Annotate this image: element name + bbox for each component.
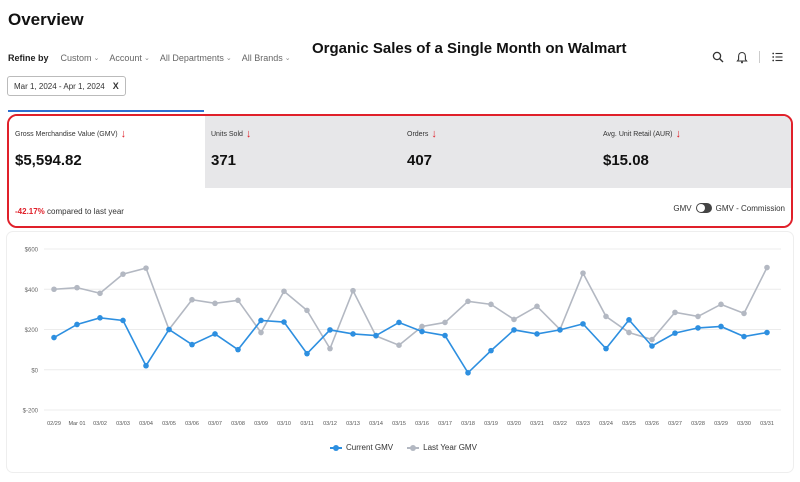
comparison-pct: -42.17% (15, 207, 45, 216)
filter-departments-label: All Departments (159, 53, 224, 63)
filter-bar: Refine by Custom ⌄ Account ⌄ All Departmen… (8, 53, 301, 63)
filter-brands-label: All Brands (241, 53, 283, 63)
arrow-down-icon: ↓ (675, 128, 682, 140)
chart-legend: Current GMV Last Year GMV (330, 443, 477, 452)
chevron-down-icon: ⌄ (284, 55, 291, 62)
filter-brands-dropdown[interactable]: All Brands ⌄ (242, 53, 291, 63)
kpi-label: Gross Merchandise Value (GMV) (15, 130, 118, 138)
arrow-down-icon: ↓ (431, 128, 437, 140)
kpi-value: 407 (407, 152, 433, 169)
filter-custom-dropdown[interactable]: Custom ⌄ (61, 53, 100, 63)
legend-item-last-year[interactable]: Last Year GMV (407, 443, 477, 452)
page-title: Overview (8, 10, 84, 29)
comparison-label: compared to last year (47, 207, 124, 216)
toggle-knob (696, 204, 705, 212)
date-range-chip[interactable]: Mar 1, 2024 - Apr 1, 2024 X (7, 76, 126, 96)
chart-panel (7, 232, 793, 472)
date-range-text: Mar 1, 2024 - Apr 1, 2024 (14, 81, 105, 91)
legend-item-current[interactable]: Current GMV (330, 443, 393, 452)
bell-icon[interactable] (735, 50, 749, 64)
kpi-value: 371 (211, 152, 237, 169)
kpi-panel: Gross Merchandise Value (GMV) ↓ $5,594.82… (7, 114, 793, 228)
chevron-down-icon: ⌄ (225, 55, 232, 62)
kpi-card-units-sold[interactable]: Units Sold ↓ 371 (205, 116, 401, 188)
filter-account-label: Account (109, 53, 142, 63)
close-icon[interactable]: X (112, 81, 119, 91)
filter-custom-label: Custom (60, 53, 92, 63)
gmv-toggle[interactable]: GMV GMV - Commission (673, 203, 785, 213)
legend-label: Last Year GMV (423, 443, 477, 452)
menu-icon[interactable] (770, 50, 784, 64)
kpi-label-row: Orders ↓ (407, 128, 591, 140)
toggle-switch[interactable] (695, 203, 712, 213)
refine-by-label: Refine by (8, 53, 49, 63)
chevron-down-icon: ⌄ (93, 55, 100, 62)
kpi-label: Avg. Unit Retail (AUR) (603, 130, 673, 138)
filter-departments-dropdown[interactable]: All Departments ⌄ (160, 53, 232, 63)
legend-swatch-current (330, 444, 342, 451)
kpi-card-aur[interactable]: Avg. Unit Retail (AUR) ↓ $15.08 (597, 116, 791, 188)
kpi-comparison-bar: -42.17% compared to last year GMV GMV - … (9, 188, 791, 226)
top-icons (711, 50, 784, 64)
chart-overlay-title: Organic Sales of a Single Month on Walma… (312, 40, 627, 57)
kpi-label-row: Avg. Unit Retail (AUR) ↓ (603, 128, 785, 140)
kpi-card-orders[interactable]: Orders ↓ 407 (401, 116, 597, 188)
comparison-text: -42.17% compared to last year (15, 207, 124, 216)
active-tab-underline (8, 110, 204, 112)
kpi-label-row: Units Sold ↓ (211, 128, 395, 140)
legend-label: Current GMV (346, 443, 394, 452)
kpi-value: $15.08 (603, 152, 649, 169)
kpi-row: Gross Merchandise Value (GMV) ↓ $5,594.82… (9, 116, 791, 188)
kpi-label: Units Sold (211, 130, 243, 138)
arrow-down-icon: ↓ (120, 128, 127, 140)
chevron-down-icon: ⌄ (143, 55, 150, 62)
kpi-card-gmv[interactable]: Gross Merchandise Value (GMV) ↓ $5,594.82 (9, 116, 205, 188)
arrow-down-icon: ↓ (245, 128, 252, 140)
toggle-left-label: GMV (673, 203, 692, 213)
kpi-value: $5,594.82 (15, 152, 82, 169)
kpi-label: Orders (407, 130, 429, 138)
toggle-right-label: GMV - Commission (715, 203, 785, 213)
search-icon[interactable] (711, 50, 725, 64)
kpi-label-row: Gross Merchandise Value (GMV) ↓ (15, 128, 199, 140)
filter-account-dropdown[interactable]: Account ⌄ (109, 53, 149, 63)
legend-swatch-last-year (407, 444, 420, 451)
divider (759, 51, 760, 63)
